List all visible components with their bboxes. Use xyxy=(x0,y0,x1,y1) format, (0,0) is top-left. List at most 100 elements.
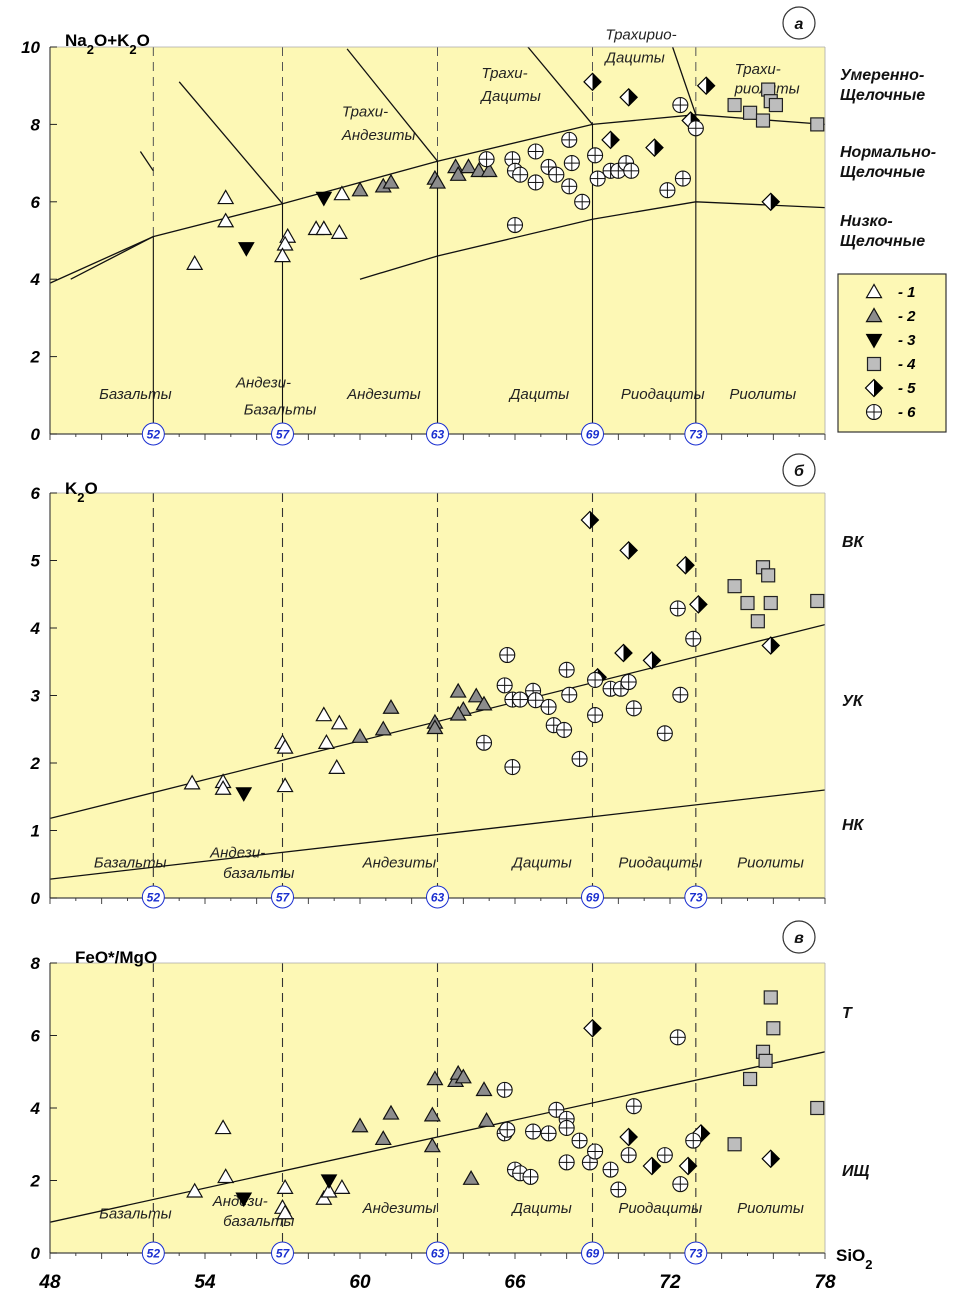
panel-2-series-4-point-3 xyxy=(750,614,765,629)
panel-1-series-1-point-6 xyxy=(273,247,292,263)
panel-1-boundary-badge-label-52: 52 xyxy=(147,428,161,442)
panel-1-right-label-3-2: Щелочные xyxy=(840,233,925,250)
panel-3-series-1-point-6 xyxy=(276,1204,294,1220)
panel-2-series-1-point-1 xyxy=(183,774,201,790)
panel-2-series-2-point-9 xyxy=(475,695,493,711)
panel-1-boundary-badge-label-63: 63 xyxy=(431,428,445,442)
panel-2-ylabel: K2O xyxy=(65,479,98,505)
panel-1-series-4-point-1 xyxy=(727,97,742,113)
panel-3-series-6-point-20 xyxy=(656,1147,673,1164)
panel-3-boundary-badge-label-52: 52 xyxy=(147,1247,161,1261)
panel-2-series-5-point-1 xyxy=(580,510,600,530)
panel-2-ytick-label-1: 1 xyxy=(31,822,40,841)
panel-1-ytick-label-6: 6 xyxy=(31,193,41,212)
panel-3-series-5-point-2-fill xyxy=(628,1128,638,1146)
x-tick-label-48: 48 xyxy=(38,1272,61,1293)
panel-2-letter-circle xyxy=(782,453,816,487)
x-tick-label-66: 66 xyxy=(504,1272,526,1293)
panel-2-series-6-point-6 xyxy=(527,692,544,709)
panel-1-boundary-badge-circle-73 xyxy=(684,422,708,446)
panel-3-series-2-point-12 xyxy=(462,1169,480,1185)
panel-3-series-6-point-19 xyxy=(625,1098,642,1115)
panel-2-series-1-point-5 xyxy=(276,738,294,754)
panel-1-letter-badge: а xyxy=(782,6,816,40)
panel-1-series-5-point-7-fill xyxy=(770,193,780,211)
panel-2-series-5-point-4 xyxy=(689,595,708,614)
panel-1-right-label-2-2: Щелочные xyxy=(840,164,925,181)
panel-1-boundary-badge-circle-69 xyxy=(581,422,604,446)
panel-3-series-5-point-6-fill xyxy=(770,1150,780,1168)
panel-1-field-label-14: Трахи- xyxy=(735,61,781,78)
panel-1-ylabel: Na2O+K2O xyxy=(65,31,150,57)
panel-2-series-6-point-23 xyxy=(475,734,493,751)
legend-symbol-1 xyxy=(865,283,883,299)
legend-label-2: - 2 xyxy=(898,308,916,325)
panel-2-series-6-point-9 xyxy=(556,721,573,738)
panel-2-series-5-point-2 xyxy=(619,541,639,560)
panel-2-series-5-point-6 xyxy=(642,651,662,670)
panel-1-field-label-6: Риодациты xyxy=(621,386,705,403)
panel-2-series-5-point-3 xyxy=(676,555,695,575)
panel-1-curve-3 xyxy=(139,151,154,172)
panel-2-boundary-badge-57: 57 xyxy=(271,885,294,909)
panel-1-field-label-9: Андезиты xyxy=(341,127,416,144)
panel-2-series-6-point-21 xyxy=(672,686,689,703)
panel-2-curve-2 xyxy=(50,789,825,880)
panel-3-series-6-point-13 xyxy=(571,1132,588,1149)
panel-2-letter-badge: б xyxy=(782,453,816,487)
panel-1-letter-circle xyxy=(782,6,816,40)
panel-2-series-6-point-2 xyxy=(496,677,513,694)
panel-1-series-6-point-19 xyxy=(659,182,676,199)
panel-1-boundary-badge-73: 73 xyxy=(684,422,708,446)
panel-1-boundary-badge-label-73: 73 xyxy=(689,428,703,442)
panel-3-series-6-point-22 xyxy=(672,1176,689,1193)
panel-2-right-label-2-1: УК xyxy=(842,693,864,710)
panel-3-field-label-5: Дациты xyxy=(510,1200,571,1217)
panel-2-letter: б xyxy=(794,463,805,480)
panel-2-boundary-badge-circle-69 xyxy=(581,885,604,909)
panel-3-series-1-point-7 xyxy=(315,1189,333,1205)
panel-3-series-5-point-6 xyxy=(761,1149,781,1169)
panel-1-ytick-label-4: 4 xyxy=(30,270,41,289)
panel-1-series-1-point-3 xyxy=(217,212,235,228)
panel-3-series-5-point-2 xyxy=(619,1127,639,1147)
panel-1-series-4-point-3 xyxy=(755,113,771,128)
panel-3-series-1-point-4 xyxy=(276,1179,294,1194)
panel-1-series-1-point-8 xyxy=(315,220,333,236)
panel-3-series-5-point-4 xyxy=(678,1156,698,1176)
panel-2-series-1-point-3 xyxy=(214,779,232,795)
panel-3-field-label-3: базальты xyxy=(223,1213,294,1230)
panel-1-series-1-point-5 xyxy=(276,235,294,251)
legend-label-1: - 1 xyxy=(898,284,916,301)
panel-3-series-6-point-23 xyxy=(685,1132,702,1149)
panel-2-field-label-1: Базальты xyxy=(94,855,167,872)
panel-3-series-2-point-5 xyxy=(423,1137,441,1153)
panel-3-series-1-point-3 xyxy=(217,1168,235,1184)
panel-3-series-2-point-10 xyxy=(475,1081,493,1097)
panel-1-series-1-point-9 xyxy=(330,224,348,239)
panel-1-right-label-3-1: Низко- xyxy=(840,213,893,230)
panel-1-boundary-badge-52: 52 xyxy=(141,422,165,446)
panel-2-series-1-point-9 xyxy=(330,714,348,730)
panel-2-series-5-point-3-fill xyxy=(685,556,694,574)
panel-1-series-6-point-18 xyxy=(623,162,640,179)
panel-2-boundary-badge-label-63: 63 xyxy=(431,891,445,905)
panel-3-ytick-label-6: 6 xyxy=(31,1027,41,1046)
panel-2-series-6-point-18 xyxy=(625,700,642,717)
panel-2-series-2-point-5 xyxy=(426,719,444,735)
panel-1-boundary-badge-label-57: 57 xyxy=(276,428,291,442)
panel-1-field-label-10: Трахи- xyxy=(481,65,527,82)
panel-1-series-2-point-9 xyxy=(470,162,488,178)
panel-2-field-label-2: Андези- xyxy=(209,845,265,862)
panel-1-series-2-point-10 xyxy=(480,162,498,178)
panel-2-series-4-point-7 xyxy=(810,593,825,609)
panel-3-boundary-badge-label-73: 73 xyxy=(689,1247,703,1261)
panel-3-boundary-badge-label-69: 69 xyxy=(586,1247,600,1261)
panel-2-boundary-badge-circle-57 xyxy=(271,885,294,909)
panel-1-series-2-point-3 xyxy=(382,173,400,189)
legend-box xyxy=(837,273,947,433)
panel-1-boundary-badge-label-69: 69 xyxy=(586,428,600,442)
panel-3-series-3-point-1 xyxy=(235,1192,253,1208)
panel-3-series-2-point-2 xyxy=(374,1130,392,1146)
